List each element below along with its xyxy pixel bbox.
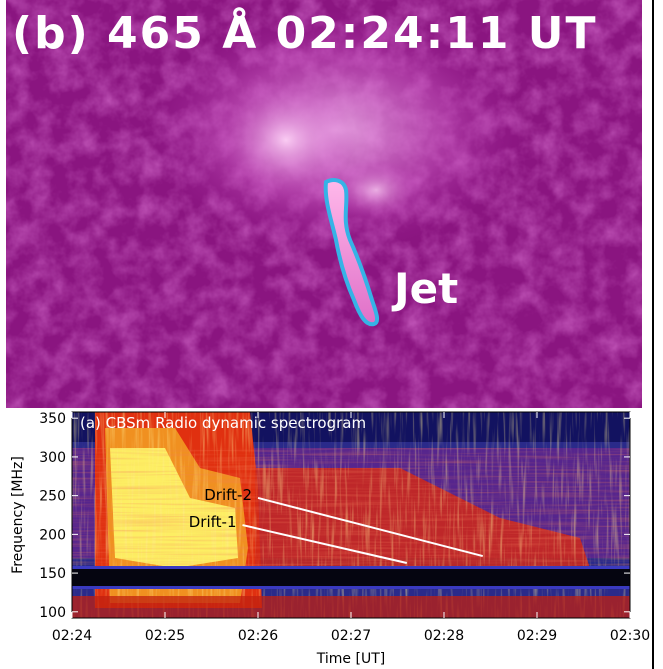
y-tick-label: 200 [39,527,66,543]
euv-panel-title: (b) 465 Å 02:24:11 UT [12,8,598,59]
active-region-core [216,80,356,200]
x-tick-label: 02:25 [145,628,185,644]
y-axis-label: Frequency [MHz] [10,456,26,574]
spectrogram-chart: 02:24 02:25 02:26 02:27 02:28 02:29 02:30 1001… [10,411,650,667]
horizontal-streaks [72,448,630,568]
x-tick-label: 02:24 [52,628,92,644]
x-axis-label: Time [UT] [316,651,385,667]
drift-label-2: Drift-1 [189,513,237,531]
jet-base-glow [331,160,421,220]
jet-contour [323,178,380,327]
y-tick-label: 150 [39,566,66,582]
y-tick-label: 300 [39,450,66,466]
axis-ticks [71,412,631,618]
y-tick-label: 250 [39,489,66,505]
jet-annotation: Jet [394,264,459,313]
y-tick-label: 350 [39,411,66,427]
interference-edge-top [72,566,630,569]
interference-edge-bottom [72,586,630,589]
x-tick-label: 02:29 [517,628,557,644]
euv-image-panel: (b) 465 Å 02:24:11 UT Jet [6,0,642,408]
low-frequency-band [72,596,630,618]
x-tick-label: 02:28 [424,628,464,644]
y-tick-labels: 100 150 200 250 300 350 [39,411,66,621]
drift-line-1 [257,496,484,558]
euv-image [6,0,642,408]
x-tick-label: 02:30 [610,628,650,644]
interference-band [72,568,630,586]
drift-label-1: Drift-2 [204,486,252,504]
y-tick-label: 100 [39,605,66,621]
x-tick-label: 02:26 [238,628,278,644]
x-tick-labels: 02:24 02:25 02:26 02:27 02:28 02:29 02:30 [52,628,650,644]
drift-annotations: Drift-2 Drift-1 [189,486,484,564]
drift-line-2 [242,524,408,564]
spectrogram-title: (a) CBSm Radio dynamic spectrogram [80,414,366,432]
right-frame-line [652,0,654,669]
spectrogram-plot-area [71,411,631,619]
x-tick-label: 02:27 [331,628,371,644]
